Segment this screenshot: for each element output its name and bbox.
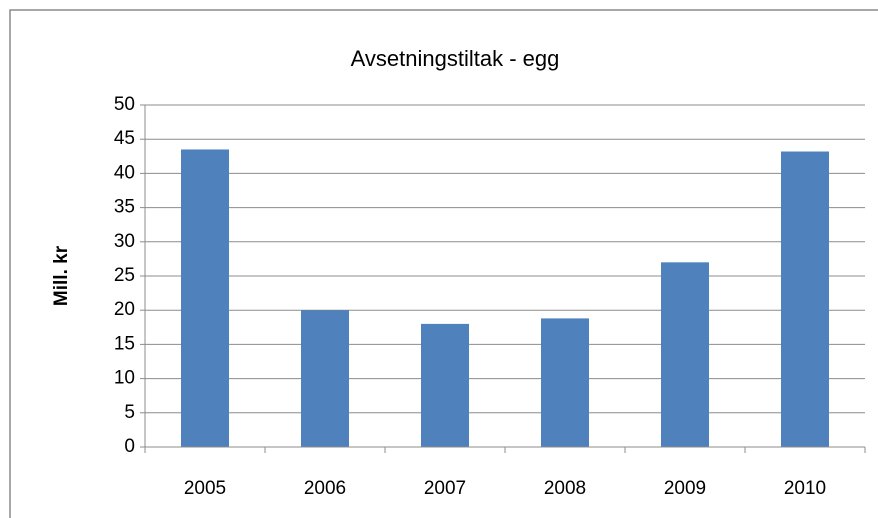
y-tick-label: 15: [114, 333, 135, 354]
y-tick-label: 40: [114, 162, 135, 183]
x-tick-label: 2006: [304, 478, 346, 499]
y-tick-label: 10: [114, 368, 135, 389]
chart-title: Avsetningstiltak - egg: [351, 46, 560, 71]
bar: [541, 318, 589, 447]
bar: [181, 149, 229, 447]
y-tick-label: 20: [114, 299, 135, 320]
y-tick-label: 5: [124, 402, 135, 423]
y-tick-label: 50: [114, 94, 135, 115]
y-tick-label: 30: [114, 231, 135, 252]
y-tick-label: 35: [114, 197, 135, 218]
x-tick-label: 2007: [424, 478, 466, 499]
bar: [421, 323, 469, 447]
bar: [661, 262, 709, 447]
bar: [781, 151, 829, 447]
y-tick-label: 45: [114, 128, 135, 149]
x-tick-label: 2008: [544, 478, 586, 499]
x-tick-label: 2005: [184, 478, 226, 499]
y-axis-label: Mill. kr: [51, 245, 72, 306]
x-tick-label: 2010: [784, 478, 826, 499]
y-tick-label: 0: [124, 436, 135, 457]
y-tick-label: 25: [114, 265, 135, 286]
x-tick-label: 2009: [664, 478, 706, 499]
bar: [301, 310, 349, 447]
